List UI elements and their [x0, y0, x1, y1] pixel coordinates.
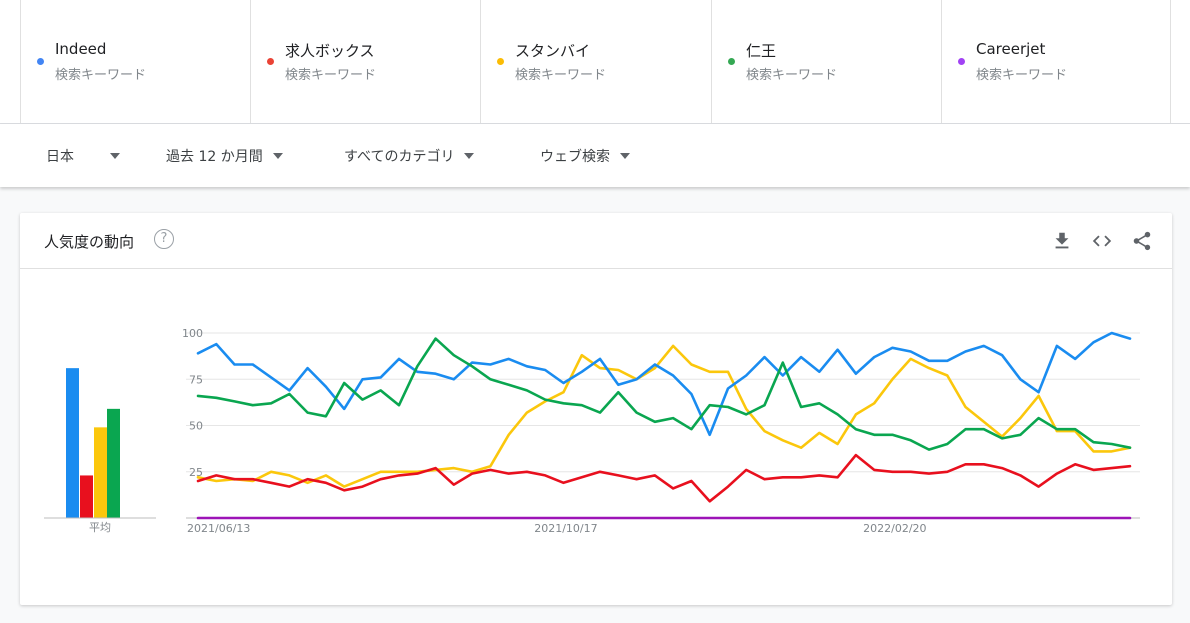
term-card-kyujin-box[interactable]: 求人ボックス 検索キーワード: [250, 0, 480, 123]
series-line-求人ボックス[interactable]: [196, 453, 1132, 503]
series-line-仁王[interactable]: [196, 337, 1132, 451]
chart-grid: 25 50 75 100: [182, 327, 1140, 519]
search-type-value: ウェブ検索: [540, 149, 610, 165]
term-color-dot: [497, 58, 504, 65]
term-card-indeed[interactable]: Indeed 検索キーワード: [20, 0, 250, 123]
region-value: 日本: [46, 149, 74, 165]
y-tick-label: 50: [189, 420, 203, 433]
y-tick-label: 75: [189, 373, 203, 386]
chevron-down-icon: [272, 153, 283, 159]
category-dropdown[interactable]: すべてのカテゴリ: [344, 146, 475, 166]
category-value: すべてのカテゴリ: [344, 149, 455, 165]
term-type: 検索キーワード: [746, 68, 838, 83]
x-tick-label: 2022/02/20: [863, 522, 926, 535]
term-color-dot: [728, 58, 735, 65]
x-tick-label: 2021/06/13: [187, 522, 250, 535]
term-name: スタンバイ: [515, 42, 591, 60]
search-type-dropdown[interactable]: ウェブ検索: [540, 146, 630, 166]
term-type: 検索キーワード: [976, 68, 1068, 83]
term-type: 検索キーワード: [515, 68, 607, 83]
term-type: 検索キーワード: [55, 68, 147, 83]
term-name: Indeed: [55, 40, 107, 58]
x-axis-ticks: 2021/06/13 2021/10/17 2022/02/20: [187, 522, 927, 535]
average-bar-スタンバイ[interactable]: [94, 427, 107, 518]
region-dropdown[interactable]: 日本: [46, 146, 120, 166]
average-bar-Indeed[interactable]: [66, 368, 79, 518]
term-card-standby[interactable]: スタンバイ 検索キーワード: [480, 0, 710, 123]
download-icon[interactable]: [1051, 230, 1073, 252]
y-tick-label: 100: [182, 327, 203, 340]
chart-series-lines[interactable]: [196, 331, 1132, 520]
chevron-down-icon: [620, 153, 630, 159]
term-type: 検索キーワード: [285, 68, 377, 83]
card-header: 人気度の動向 ?: [20, 213, 1172, 269]
term-card-nioh[interactable]: 仁王 検索キーワード: [711, 0, 941, 123]
filter-bar: 日本 過去 12 か月間 すべてのカテゴリ ウェブ検索: [0, 124, 1190, 187]
average-label: 平均: [89, 521, 111, 534]
period-dropdown[interactable]: 過去 12 か月間: [166, 146, 283, 166]
share-icon[interactable]: [1131, 230, 1153, 252]
card-title: 人気度の動向: [44, 233, 135, 251]
help-icon[interactable]: ?: [154, 229, 174, 249]
period-value: 過去 12 か月間: [166, 149, 263, 165]
term-name: 仁王: [746, 42, 777, 60]
term-name: 求人ボックス: [285, 42, 375, 60]
average-bar-仁王[interactable]: [107, 408, 120, 518]
x-tick-label: 2021/10/17: [534, 522, 597, 535]
term-name: Careerjet: [976, 40, 1046, 58]
term-color-dot: [37, 58, 44, 65]
chevron-down-icon: [110, 153, 120, 159]
search-terms-bar: Indeed 検索キーワード 求人ボックス 検索キーワード スタンバイ 検索キー…: [0, 0, 1190, 124]
chevron-down-icon: [464, 153, 475, 159]
y-tick-label: 25: [189, 466, 203, 479]
interest-over-time-card: 人気度の動向 ? 平均 25 50 75 100 2021/06/13 2021/10/…: [20, 213, 1172, 605]
term-color-dot: [958, 58, 965, 65]
embed-code-icon[interactable]: [1091, 230, 1113, 252]
average-bar-chart: 平均: [44, 368, 156, 534]
series-line-スタンバイ[interactable]: [196, 344, 1132, 488]
average-bar-求人ボックス[interactable]: [80, 475, 93, 518]
trend-chart: 平均 25 50 75 100 2021/06/13 2021/10/17 2022/02…: [44, 327, 1140, 535]
term-color-dot: [267, 58, 274, 65]
term-card-careerjet[interactable]: Careerjet 検索キーワード: [941, 0, 1171, 123]
series-line-Indeed[interactable]: [196, 331, 1132, 437]
